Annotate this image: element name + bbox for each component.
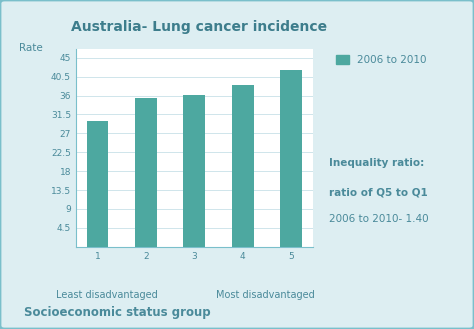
Text: ratio of Q5 to Q1: ratio of Q5 to Q1 bbox=[329, 188, 428, 197]
Bar bbox=[183, 95, 205, 247]
Legend: 2006 to 2010: 2006 to 2010 bbox=[332, 51, 431, 69]
Bar bbox=[280, 69, 302, 247]
Text: Inequality ratio:: Inequality ratio: bbox=[329, 158, 425, 168]
Text: 2006 to 2010- 1.40: 2006 to 2010- 1.40 bbox=[329, 214, 429, 224]
Text: Australia- Lung cancer incidence: Australia- Lung cancer incidence bbox=[71, 20, 327, 34]
Text: Socioeconomic status group: Socioeconomic status group bbox=[24, 306, 210, 319]
Bar bbox=[135, 98, 157, 247]
Text: Most disadvantaged: Most disadvantaged bbox=[216, 290, 315, 300]
Bar bbox=[87, 121, 109, 247]
Text: Least disadvantaged: Least disadvantaged bbox=[56, 290, 157, 300]
Bar bbox=[232, 85, 254, 247]
Text: Rate: Rate bbox=[19, 43, 43, 53]
